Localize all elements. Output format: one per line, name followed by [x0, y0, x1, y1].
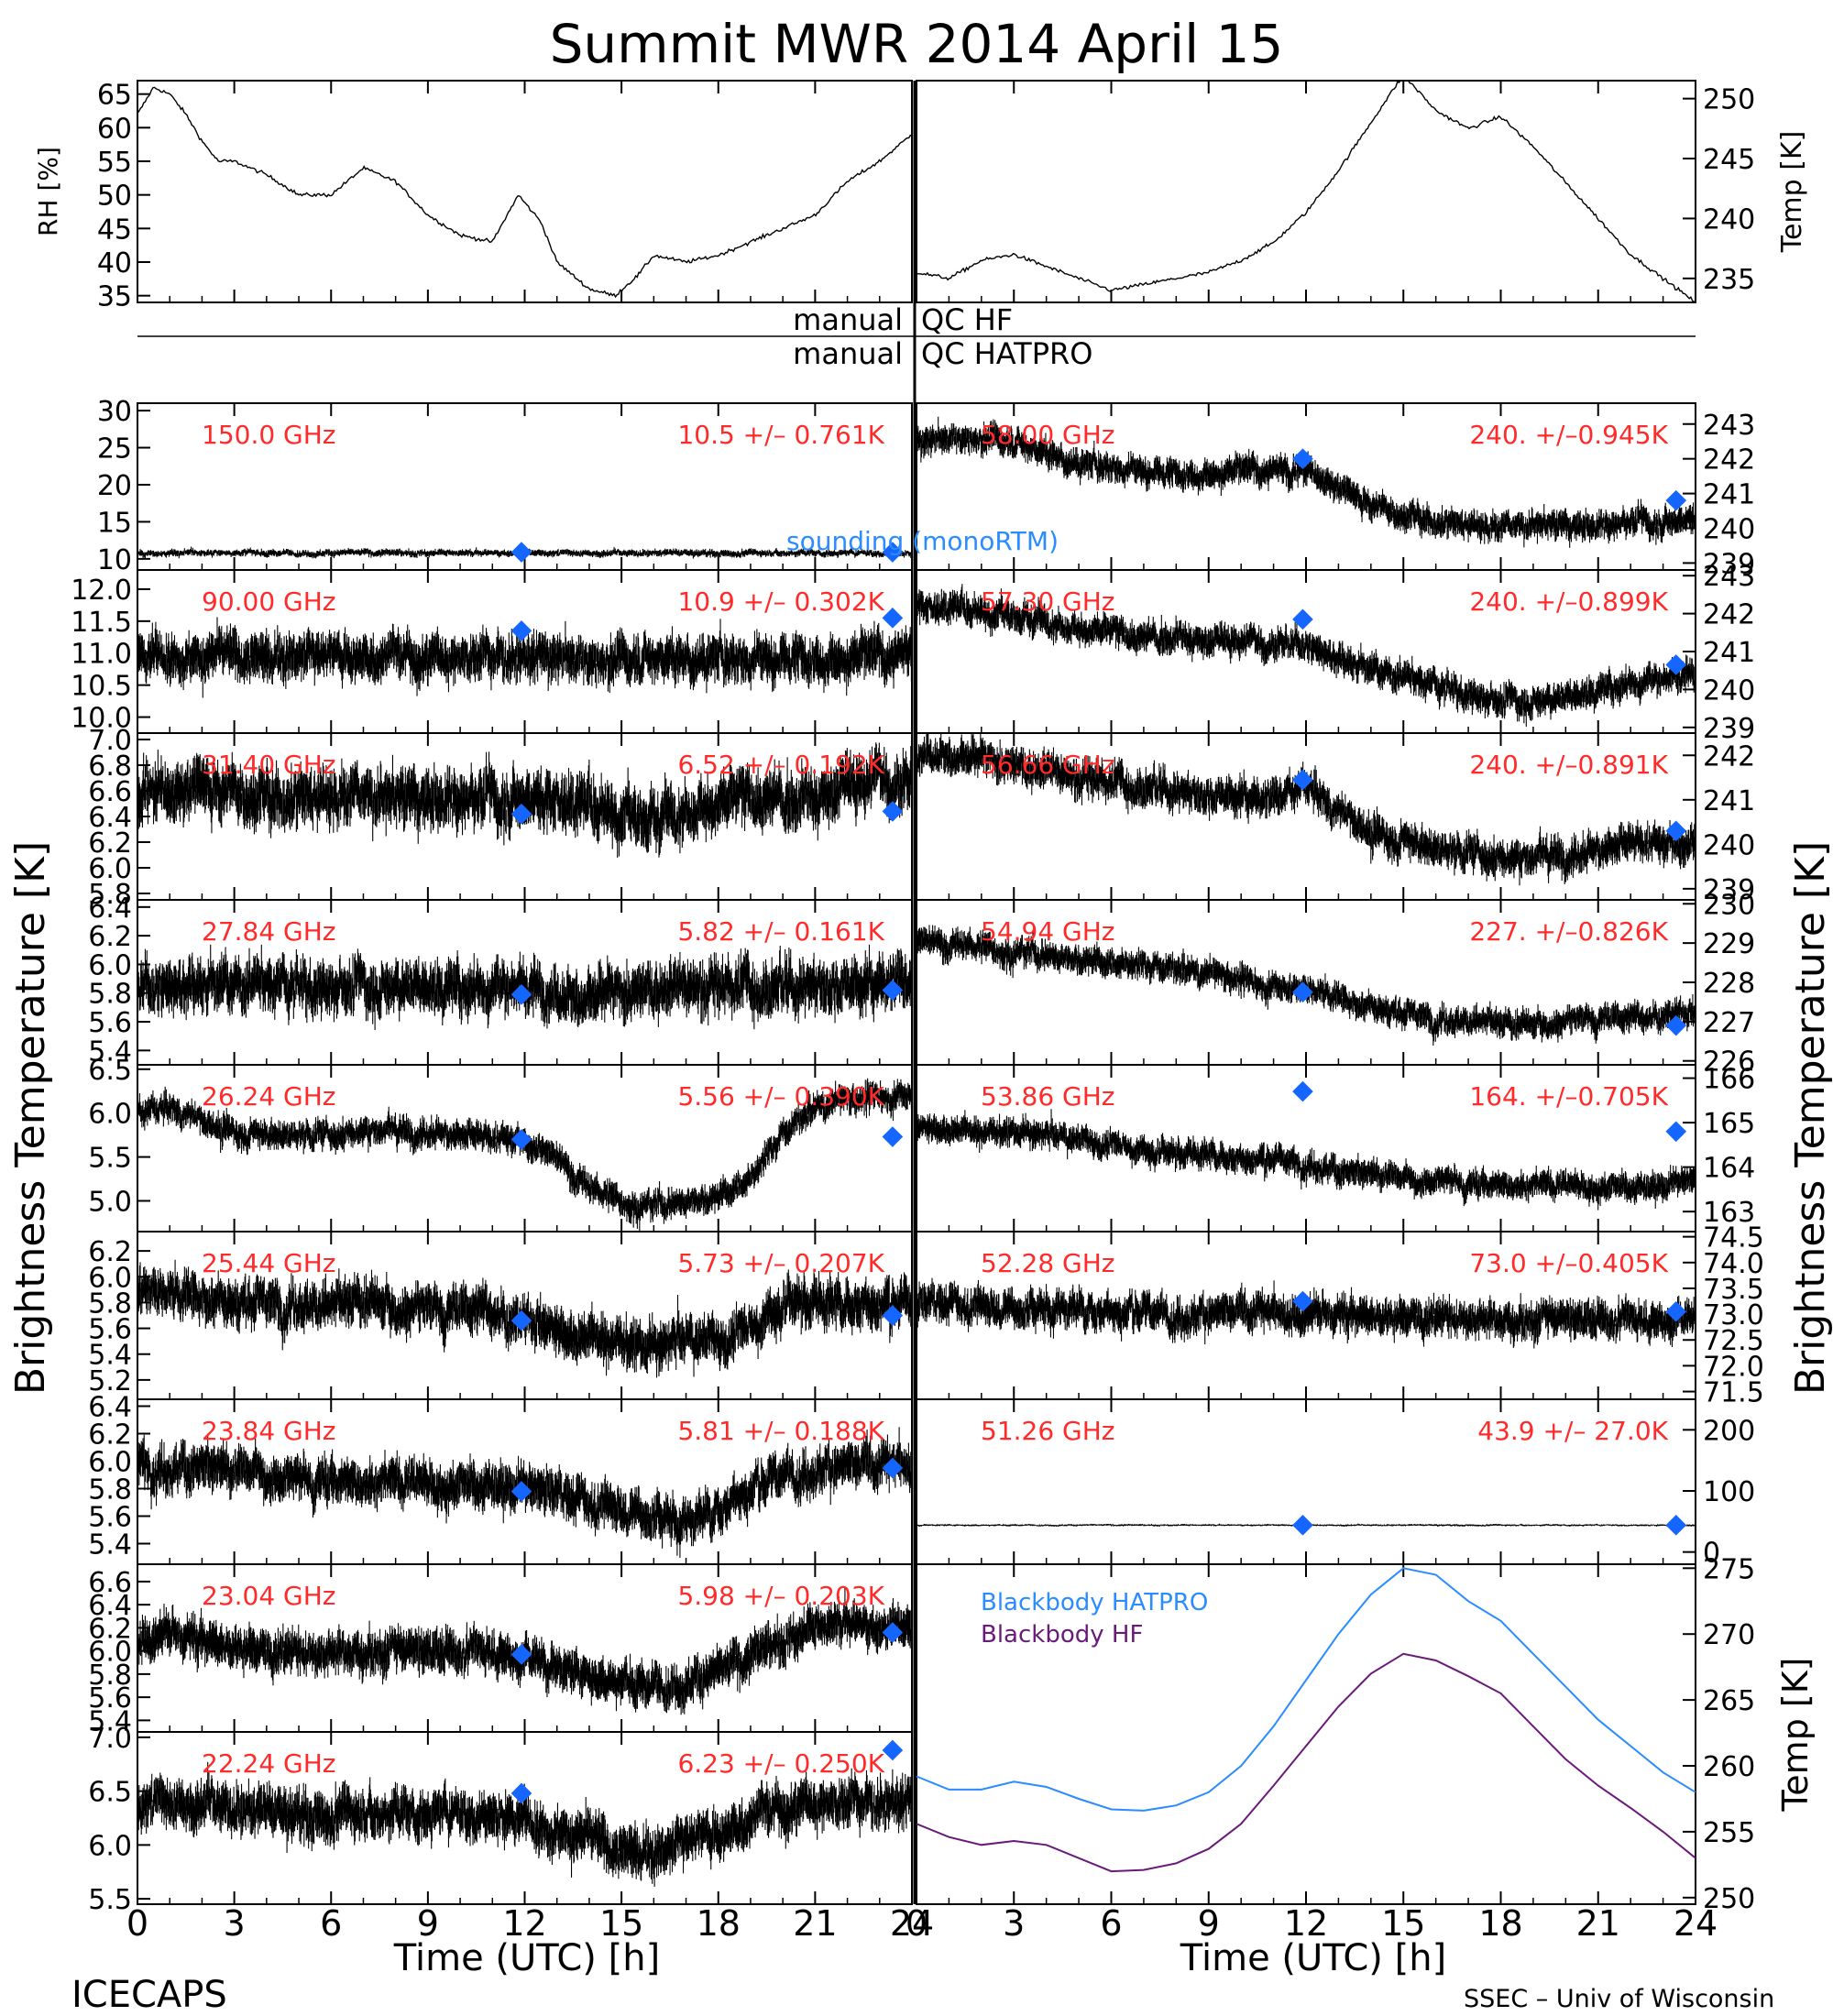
panel-l1-stats-label: 10.5 +/– 0.761K [677, 420, 884, 450]
page-title: Summit MWR 2014 April 15 [550, 13, 1284, 75]
rh-panel-ytick-label: 45 [97, 214, 132, 246]
panel-l3-stats-label: 6.52 +/– 0.192K [677, 750, 884, 780]
temp-panel-ytick-label: 245 [1703, 144, 1755, 176]
temp-panel-ytick-label: 235 [1703, 264, 1755, 296]
panel-l2-ytick-label: 12.0 [71, 575, 132, 607]
panel-l2-ytick-label: 11.0 [71, 639, 132, 671]
rh-panel-frame [137, 81, 912, 302]
panel-l2-stats-label: 10.9 +/– 0.302K [677, 586, 884, 617]
temp-panel-ytick-label: 250 [1703, 84, 1755, 116]
panel-l4-ytick-label: 6.0 [88, 949, 132, 981]
panel-l1-ytick-label: 25 [97, 433, 132, 466]
rh-panel-ytick-label: 65 [97, 80, 132, 112]
panel-l2-ytick-label: 11.5 [71, 607, 132, 639]
panel-l3-freq-label: 31.40 GHz [202, 750, 336, 780]
temp-panel-frame [916, 81, 1696, 302]
panel-l4-ytick-label: 5.6 [88, 1007, 132, 1039]
rh-panel-ytick-label: 50 [97, 181, 132, 213]
panel-l2-ytick-label: 10.5 [71, 671, 132, 703]
panel-l4-ytick-label: 6.4 [88, 893, 132, 925]
panel-l3-ytick-label: 7.0 [88, 725, 132, 757]
rh-panel-ytick-label: 55 [97, 147, 132, 179]
panel-l2-freq-label: 90.00 GHz [202, 586, 336, 617]
panel-l1-freq-label: 150.0 GHz [202, 420, 336, 450]
panel-l2-sounding-marker [883, 608, 904, 629]
rh-line [137, 87, 912, 297]
rh-panel-ytick-label: 35 [97, 281, 132, 313]
rh-axis-label: RH [%] [33, 147, 63, 236]
temp-line [916, 81, 1696, 302]
panel-l1-ytick-label: 20 [97, 470, 132, 502]
panel-l1-ytick-label: 15 [97, 507, 132, 539]
panel-l1-sounding-marker [511, 542, 532, 563]
panel-l4-ytick-label: 6.2 [88, 921, 132, 953]
panel-l1-ytick-label: 30 [97, 396, 132, 428]
panel-l4-ytick-label: 5.8 [88, 979, 132, 1011]
rh-panel-ytick-label: 60 [97, 113, 132, 145]
rh-panel-ytick-label: 40 [97, 247, 132, 279]
temp-panel-ytick-label: 240 [1703, 203, 1755, 236]
temp-axis-label: Temp [K] [1776, 131, 1808, 254]
panel-l1-ytick-label: 10 [97, 544, 132, 576]
